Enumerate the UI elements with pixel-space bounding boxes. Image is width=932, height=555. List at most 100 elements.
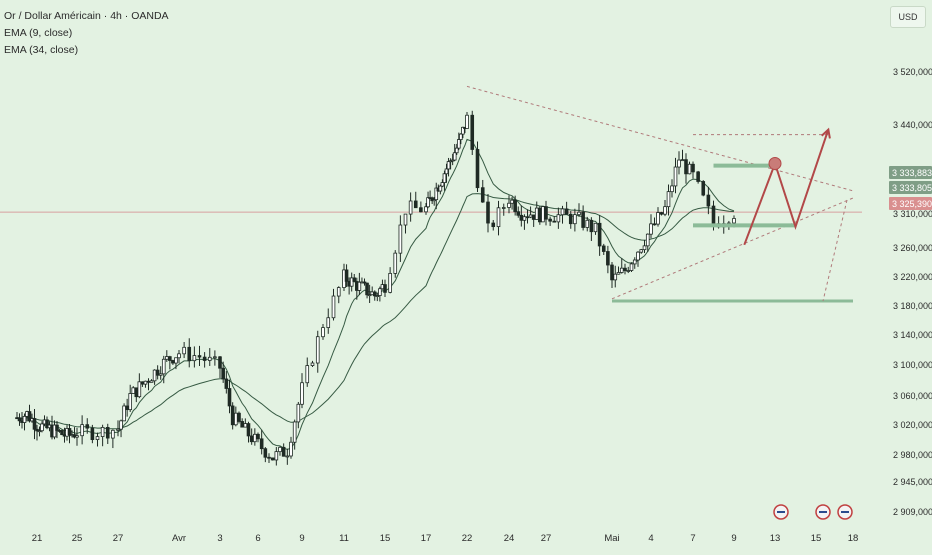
candle-body [534,207,539,220]
candle-body [450,159,455,162]
candle-body [538,207,542,223]
candle-body [134,387,139,398]
y-tick-label: 3 520,000 [893,67,932,77]
candle-body [556,214,561,223]
candle-body [642,245,647,251]
y-tick-label: 3 100,000 [893,360,932,370]
candle-body [548,218,552,222]
candle-body [218,356,222,369]
candle-body [197,355,202,358]
candle-body [619,267,624,273]
candle-body [440,182,445,187]
x-tick-label: 3 [217,533,222,544]
candle-body [623,267,627,271]
candle-body [589,219,594,233]
candle-body [155,369,160,376]
candle-body [393,252,398,274]
candle-body [202,356,207,361]
candle-body [270,457,275,461]
target-circle [768,156,782,170]
candle-body [128,393,133,411]
candle-body [365,282,369,296]
x-tick-label: 15 [380,533,391,544]
candle-body [670,185,674,193]
price-badge-label: 3 333,805 [892,183,932,193]
candle-body [610,264,614,281]
candle-body [331,295,336,319]
candle-body [274,451,279,461]
x-tick-label: 11 [339,533,349,544]
price-badge [889,197,932,210]
candle-body [616,272,621,275]
candle-body [383,284,387,293]
candle-body [687,163,692,175]
candle-body [52,424,57,438]
candle-body [305,365,310,384]
candle-body [67,428,72,436]
candle-body [673,166,678,187]
candle-body [137,381,142,398]
candle-body [585,219,590,228]
candle-body [560,208,565,216]
x-tick-label: 18 [848,533,859,544]
candle-body [22,415,27,423]
candle-body [27,411,32,422]
candle-body [442,173,447,183]
candle-body [424,206,428,213]
candle-body [434,187,439,201]
x-tick-label: 22 [462,533,473,544]
candle-body [444,168,449,175]
x-tick-label: 24 [504,533,515,544]
x-tick-label: 21 [32,533,43,544]
candle-body [652,223,657,226]
candle-body [626,270,631,272]
symbol-title[interactable]: Or / Dollar Américain · 4h · OANDA [4,10,169,22]
y-tick-label: 3 220,000 [893,272,932,282]
candle-body [125,405,129,411]
candle-body [432,199,436,202]
candle-body [140,381,145,385]
ema-34-legend[interactable]: EMA (34, close) [4,44,79,56]
candle-body [711,205,716,225]
candle-body [525,216,530,219]
ema-9-legend[interactable]: EMA (9, close) [4,27,73,39]
x-tick-label: 13 [770,533,781,544]
candle-body [465,114,469,129]
candle-body [296,403,301,423]
candle-body [486,201,490,224]
candle-body [659,212,664,215]
candle-body [243,423,248,428]
candle-body [357,281,362,291]
candle-body [349,277,354,287]
candle-body [158,373,163,376]
candle-body [221,367,225,380]
currency-button[interactable]: USD [890,6,926,28]
candle-body [75,435,79,438]
candle-body [544,206,548,220]
candle-body [656,212,660,225]
candle-body [116,428,120,431]
candle-body [461,126,465,135]
candle-body [408,200,413,215]
x-tick-label: 4 [648,533,653,544]
candle-body [146,380,151,383]
candle-body [352,277,357,282]
candle-body [573,214,577,225]
y-tick-label: 2 945,000 [893,477,932,487]
candle-body [85,424,90,429]
candle-body [164,356,169,360]
candle-body [90,427,95,441]
candle-body [706,194,711,207]
candle-body [234,412,238,426]
candle-body [227,388,232,407]
candle-body [100,427,105,437]
candle-body [531,214,536,220]
candle-body [213,356,217,359]
candle-body [80,424,84,437]
candle-body [187,346,192,362]
y-tick-label: 2 909,000 [893,507,932,517]
candle-body [507,202,511,208]
candle-body [684,159,688,175]
